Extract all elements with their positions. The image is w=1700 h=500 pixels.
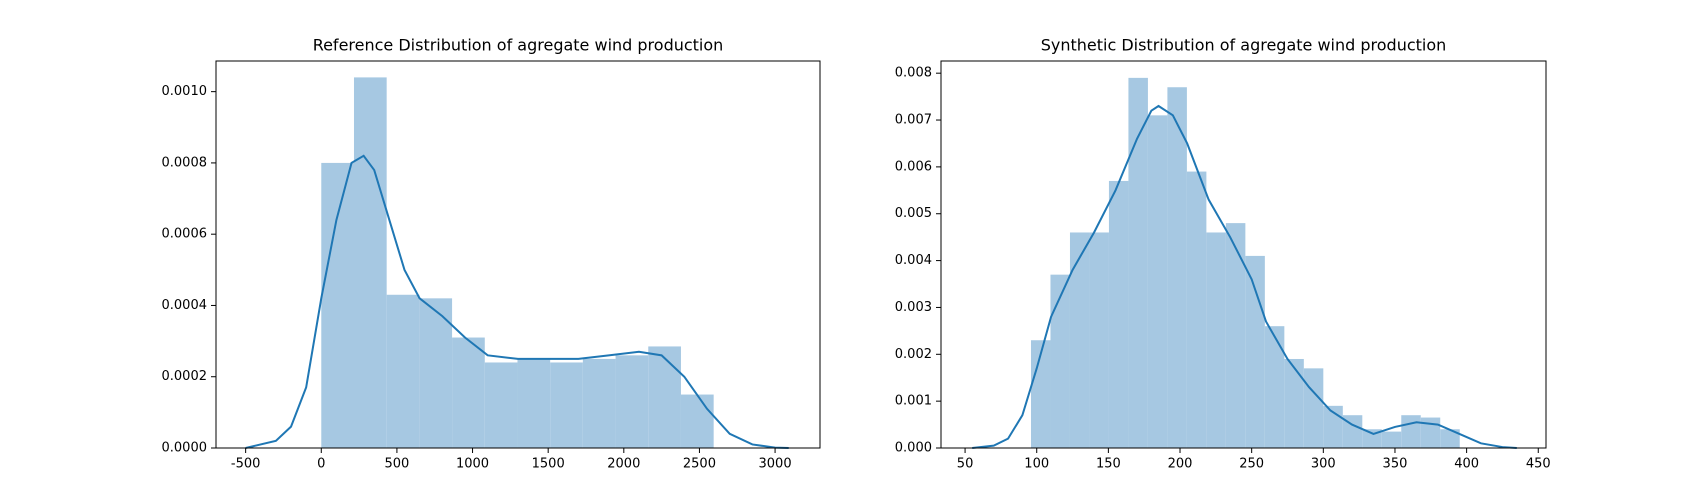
histogram-bar <box>1108 180 1129 448</box>
y-tick-label: 0.008 <box>895 66 932 81</box>
histogram-bar <box>1264 326 1285 448</box>
histogram-bar <box>321 162 354 449</box>
x-tick-label: 450 <box>1526 457 1551 472</box>
histogram-bar <box>484 362 518 448</box>
x-tick-label: 100 <box>1024 457 1049 472</box>
histogram-bar <box>550 362 583 448</box>
y-tick-label: 0.0004 <box>162 298 208 313</box>
x-tick-label: -500 <box>231 457 261 472</box>
chart-title: Synthetic Distribution of agregate wind … <box>1041 36 1447 55</box>
y-tick-label: 0.007 <box>895 113 932 128</box>
y-tick-label: 0.0000 <box>162 441 208 456</box>
histogram-bar <box>386 294 420 448</box>
histogram-bar <box>582 358 616 448</box>
y-tick-label: 0.0006 <box>162 227 208 242</box>
axes-frame <box>215 60 821 449</box>
y-tick-label: 0.003 <box>895 300 932 315</box>
y-tick-label: 0.0008 <box>162 155 208 170</box>
x-tick-label: 1000 <box>456 457 489 472</box>
axes-frame <box>940 60 1547 449</box>
histogram-bar <box>1167 87 1187 448</box>
histogram-bar <box>1362 429 1382 448</box>
x-tick-label: 2500 <box>683 457 716 472</box>
histogram-bar <box>1206 232 1226 448</box>
histogram-bar <box>353 77 387 448</box>
histogram-bar <box>1147 115 1168 449</box>
x-tick-label: 3000 <box>759 457 792 472</box>
histogram-bar <box>419 298 453 448</box>
histogram-bar <box>1069 232 1090 448</box>
x-tick-label: 50 <box>957 457 974 472</box>
histogram-bar <box>1128 77 1148 449</box>
y-tick-label: 0.005 <box>895 206 932 221</box>
x-tick-label: 350 <box>1383 457 1408 472</box>
kde-line <box>245 154 789 449</box>
histogram-bar <box>615 355 649 448</box>
histogram-bar <box>1303 368 1324 448</box>
y-tick-label: 0.006 <box>895 159 932 174</box>
histogram-bar <box>1089 232 1109 448</box>
histogram-bar <box>1050 274 1070 448</box>
chart-title: Reference Distribution of agregate wind … <box>313 36 724 55</box>
histogram-bar <box>1225 223 1246 448</box>
x-tick-label: 500 <box>384 457 409 472</box>
x-tick-label: 250 <box>1239 457 1264 472</box>
x-tick-label: 1500 <box>532 457 565 472</box>
x-tick-label: 0 <box>317 457 325 472</box>
histogram-bar <box>1342 415 1363 448</box>
x-tick-label: 300 <box>1311 457 1336 472</box>
kde-line <box>972 104 1517 449</box>
histogram-bar <box>1245 255 1265 448</box>
x-tick-label: 150 <box>1096 457 1121 472</box>
y-tick-label: 0.002 <box>895 347 932 362</box>
histogram-bar <box>1401 415 1421 448</box>
histogram-bar <box>680 394 714 448</box>
histogram-bar <box>1186 171 1207 449</box>
histogram-bar <box>517 358 551 448</box>
histogram-bar <box>1284 358 1304 448</box>
histogram-bar <box>1030 340 1051 448</box>
histogram-bar <box>1381 431 1402 448</box>
y-tick-label: 0.000 <box>895 441 932 456</box>
x-tick-label: 2000 <box>607 457 640 472</box>
histogram-bar <box>648 346 681 448</box>
x-tick-label: 400 <box>1454 457 1479 472</box>
y-tick-label: 0.0010 <box>162 84 208 99</box>
histogram-bar <box>452 337 485 448</box>
y-tick-label: 0.001 <box>895 394 932 409</box>
x-tick-label: 200 <box>1168 457 1193 472</box>
y-tick-label: 0.0002 <box>162 369 208 384</box>
histogram-bar <box>1440 429 1460 448</box>
y-tick-label: 0.004 <box>895 253 932 268</box>
